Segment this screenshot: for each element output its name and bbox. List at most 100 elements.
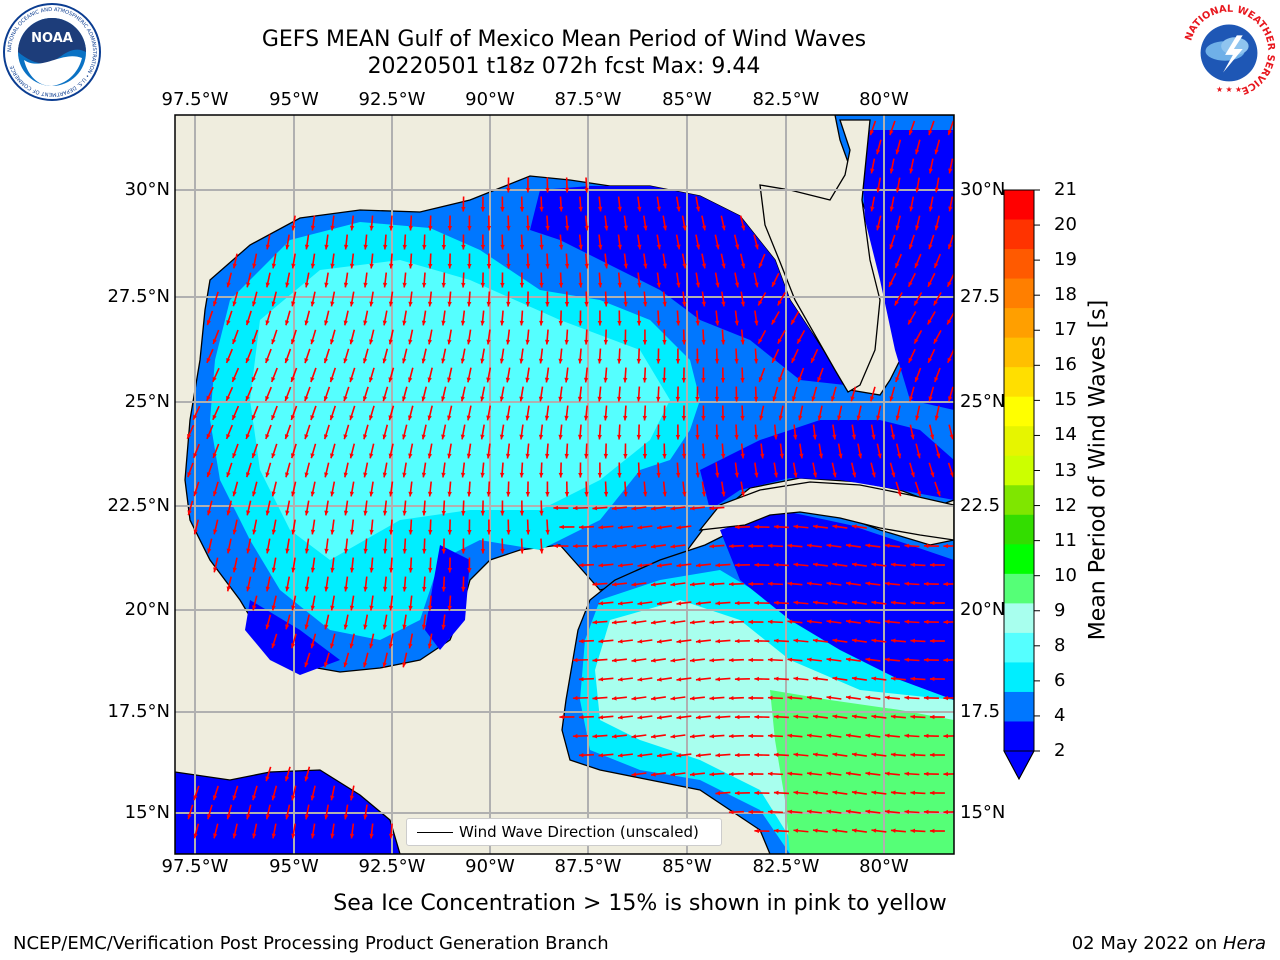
wind-wave-arrow [715, 310, 720, 326]
colorbar-segment [1004, 396, 1034, 427]
wind-wave-arrow [592, 582, 608, 587]
wind-wave-arrow [519, 234, 525, 250]
wind-wave-arrow [695, 753, 711, 758]
wind-wave-arrow [773, 752, 789, 757]
wind-wave-arrow [291, 215, 296, 231]
wind-wave-arrow [225, 348, 234, 364]
wind-wave-arrow [271, 633, 278, 649]
caribbean-dark [720, 510, 954, 700]
wind-wave-arrow [246, 804, 252, 820]
wind-wave-arrow [226, 462, 233, 478]
wind-wave-arrow [545, 481, 550, 497]
wind-wave-arrow [909, 424, 915, 440]
wind-wave-arrow [212, 291, 219, 307]
wind-wave-arrow [213, 557, 219, 573]
wind-wave-arrow [421, 386, 428, 402]
wind-wave-arrow [369, 481, 374, 497]
wind-wave-arrow [934, 139, 941, 155]
wind-wave-arrow [486, 215, 492, 231]
wind-wave-arrow [285, 538, 290, 554]
wind-wave-arrow [714, 272, 720, 288]
wind-wave-arrow [636, 424, 642, 440]
wind-wave-arrow [559, 524, 575, 530]
wind-wave-arrow [363, 614, 369, 630]
wind-wave-arrow [245, 348, 253, 364]
wind-wave-arrow [754, 676, 770, 682]
wind-wave-arrow [578, 752, 594, 758]
wind-wave-arrow [676, 753, 692, 758]
wind-wave-arrow [382, 576, 388, 592]
wind-wave-arrow [831, 462, 837, 478]
wind-wave-arrow [637, 525, 653, 530]
wind-wave-arrow [812, 424, 817, 440]
wind-wave-arrow [226, 272, 233, 288]
wind-wave-arrow [427, 633, 433, 649]
axis-tick-label: 87.5°W [554, 89, 622, 110]
wind-wave-arrow [758, 253, 766, 269]
wind-wave-arrow [539, 538, 544, 554]
wind-wave-arrow [662, 481, 667, 497]
wind-wave-arrow [701, 405, 706, 421]
wind-wave-arrow [865, 657, 881, 662]
wind-wave-arrow [676, 677, 692, 682]
wind-wave-arrow [909, 158, 915, 174]
wind-wave-arrow [578, 272, 583, 288]
wind-wave-arrow [330, 215, 335, 231]
wind-wave-arrow [598, 525, 614, 530]
wind-wave-arrow [232, 291, 239, 307]
wind-wave-arrow [343, 386, 350, 402]
wind-wave-arrow [871, 714, 887, 719]
wind-wave-arrow [662, 329, 667, 345]
wind-wave-arrow [559, 714, 575, 720]
wind-wave-arrow [388, 595, 394, 611]
wind-wave-arrow [441, 500, 446, 516]
wind-wave-arrow [817, 367, 824, 383]
wind-wave-arrow [757, 330, 767, 344]
wind-wave-arrow [662, 405, 667, 421]
wind-wave-arrow [245, 462, 252, 478]
wind-wave-arrow [865, 809, 881, 814]
wind-wave-arrow [369, 443, 375, 459]
wind-wave-arrow [720, 253, 726, 269]
colorbar-tick-label: 19 [1054, 249, 1077, 271]
wind-wave-arrow [904, 733, 920, 738]
wind-wave-arrow [213, 823, 219, 839]
axis-tick-label: 82.5°W [752, 856, 820, 877]
colorbar-tick-label: 20 [1054, 214, 1077, 236]
wind-wave-arrow [811, 386, 818, 402]
wind-wave-arrow [558, 424, 563, 440]
wind-wave-arrow [832, 752, 848, 757]
wind-wave-arrow [544, 367, 550, 383]
wind-wave-arrow [505, 405, 511, 421]
wind-wave-arrow [748, 809, 764, 815]
wind-wave-arrow [826, 619, 842, 624]
wind-wave-arrow [715, 462, 720, 478]
wind-wave-arrow [876, 177, 882, 193]
wind-wave-arrow [915, 443, 921, 459]
wind-wave-arrow [564, 481, 570, 497]
wind-wave-arrow [349, 329, 356, 345]
wind-wave-arrow [583, 405, 589, 421]
wind-wave-arrow [408, 595, 413, 611]
colorbar [1003, 189, 1040, 781]
wind-wave-arrow [851, 752, 867, 757]
wind-wave-arrow [798, 405, 804, 421]
wind-wave-arrow [767, 733, 783, 739]
wind-wave-arrow [812, 676, 828, 681]
wind-wave-arrow [232, 481, 239, 497]
wind-wave-arrow [500, 310, 505, 326]
wind-wave-arrow [603, 291, 609, 307]
wind-wave-arrow [734, 562, 750, 568]
wind-wave-arrow [637, 196, 642, 212]
wind-wave-arrow [728, 543, 744, 549]
wind-wave-arrow [466, 367, 472, 383]
wind-wave-arrow [740, 443, 745, 459]
wind-wave-arrow [577, 348, 583, 364]
axis-tick-label: 87.5°W [554, 856, 622, 877]
wind-wave-arrow [675, 234, 681, 250]
wind-wave-arrow [748, 543, 764, 549]
wind-wave-arrow [637, 639, 653, 644]
wind-wave-arrow [226, 804, 233, 820]
wind-wave-arrow [252, 481, 258, 497]
wind-wave-arrow [617, 234, 622, 250]
